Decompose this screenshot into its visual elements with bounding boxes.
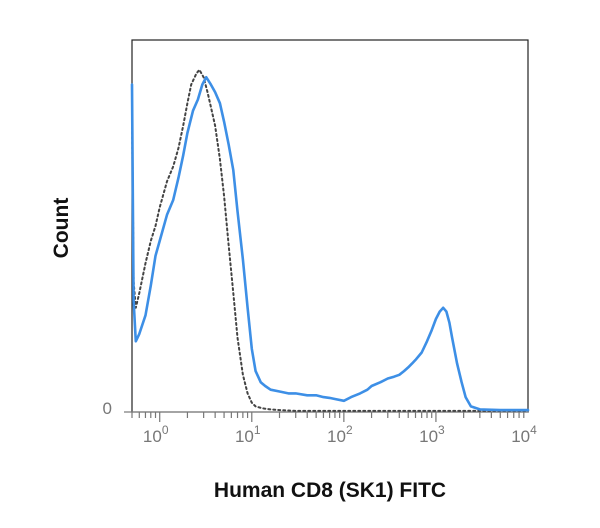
control-histogram-line bbox=[131, 68, 529, 412]
x-axis-label: Human CD8 (SK1) FITC bbox=[214, 479, 446, 502]
x-tick-label: 103 bbox=[419, 423, 445, 446]
x-tick-label: 102 bbox=[327, 423, 353, 446]
y-tick-label: 0 bbox=[103, 399, 112, 418]
x-tick-label: 104 bbox=[511, 423, 537, 446]
plot-frame bbox=[131, 39, 529, 413]
y-axis-ticks: 0 bbox=[103, 399, 132, 418]
y-axis-label: Count bbox=[50, 198, 73, 259]
stained-histogram-line bbox=[130, 75, 530, 412]
x-tick-label: 100 bbox=[143, 423, 169, 446]
x-tick-label: 101 bbox=[235, 423, 261, 446]
x-axis-ticks: 100 101 102 103 104 bbox=[131, 412, 537, 446]
series-layer bbox=[130, 68, 530, 412]
